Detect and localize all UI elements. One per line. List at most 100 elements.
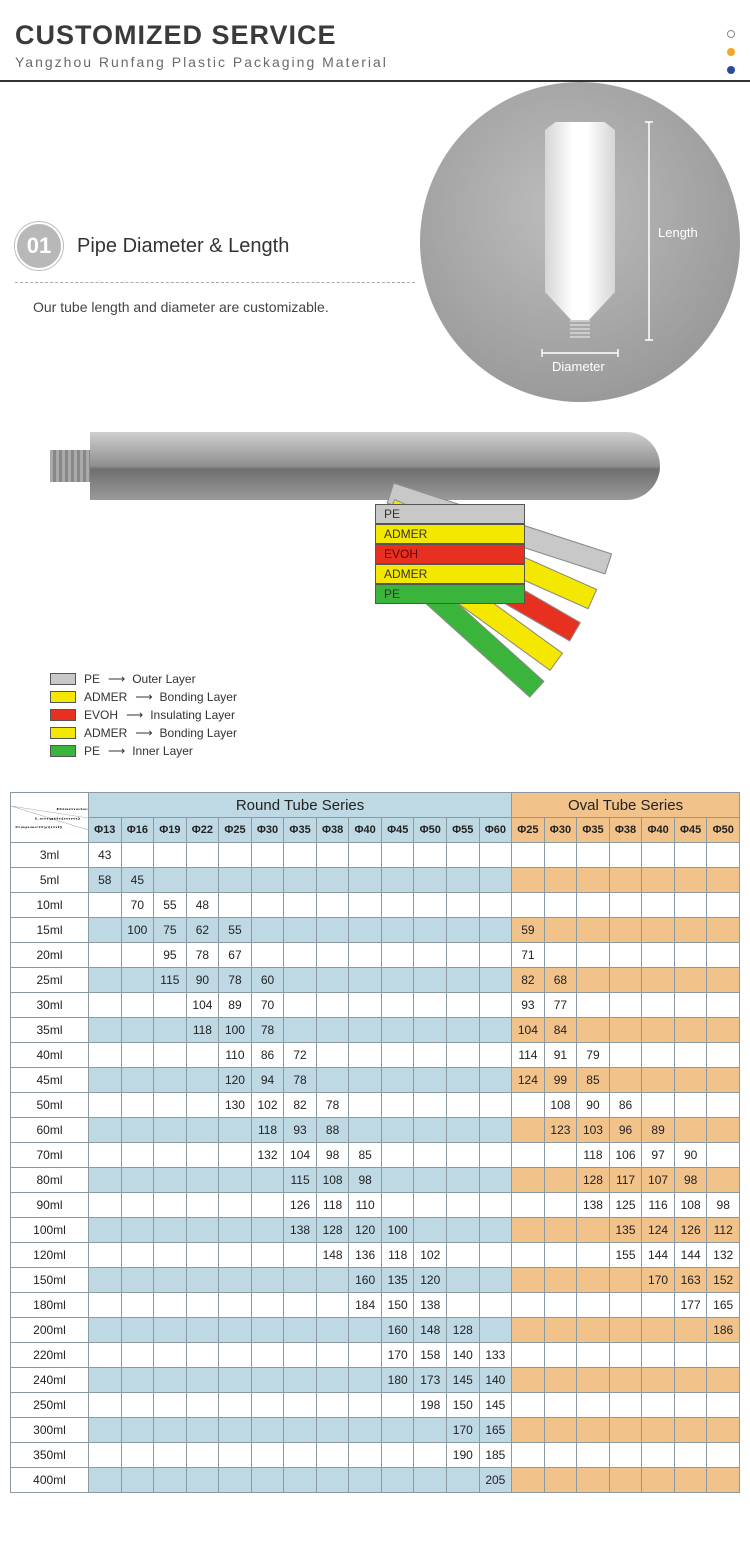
layer-diagram: 5 Layer EVOH CO-EX PEADMEREVOHADMERPE PE… xyxy=(0,422,750,792)
value-cell xyxy=(577,1218,610,1243)
legend-row: ADMER ⟶ Bonding Layer xyxy=(50,690,710,704)
value-cell xyxy=(89,943,122,968)
value-cell xyxy=(642,1043,675,1068)
value-cell: 138 xyxy=(414,1293,447,1318)
value-cell xyxy=(642,843,675,868)
value-cell xyxy=(284,968,317,993)
value-cell: 88 xyxy=(316,1118,349,1143)
value-cell: 68 xyxy=(544,968,577,993)
value-cell xyxy=(186,1168,219,1193)
value-cell: 71 xyxy=(512,943,545,968)
value-cell xyxy=(544,843,577,868)
value-cell xyxy=(609,993,642,1018)
value-cell: 150 xyxy=(447,1393,480,1418)
value-cell xyxy=(707,1468,740,1493)
value-cell xyxy=(447,1468,480,1493)
value-cell: 205 xyxy=(479,1468,512,1493)
value-cell: 90 xyxy=(674,1143,707,1168)
value-cell: 136 xyxy=(349,1243,382,1268)
value-cell xyxy=(707,1168,740,1193)
value-cell xyxy=(512,1343,545,1368)
value-cell xyxy=(479,893,512,918)
value-cell xyxy=(414,918,447,943)
value-cell xyxy=(479,1093,512,1118)
value-cell xyxy=(316,893,349,918)
value-cell xyxy=(186,1468,219,1493)
value-cell xyxy=(577,993,610,1018)
capacity-cell: 150ml xyxy=(11,1268,89,1293)
value-cell xyxy=(479,968,512,993)
value-cell xyxy=(186,1068,219,1093)
value-cell: 110 xyxy=(219,1043,252,1068)
value-cell: 84 xyxy=(544,1018,577,1043)
value-cell xyxy=(512,1468,545,1493)
value-cell xyxy=(316,1368,349,1393)
value-cell xyxy=(121,993,154,1018)
svg-text:Length(mm): Length(mm) xyxy=(35,817,81,820)
value-cell xyxy=(707,1043,740,1068)
table-row: 80ml1151089812811710798 xyxy=(11,1168,740,1193)
value-cell xyxy=(577,1393,610,1418)
value-cell: 155 xyxy=(609,1243,642,1268)
value-cell: 106 xyxy=(609,1143,642,1168)
value-cell xyxy=(479,1318,512,1343)
diam-header: Φ50 xyxy=(414,818,447,843)
arrow-icon: ⟶ xyxy=(135,726,151,740)
value-cell: 82 xyxy=(284,1093,317,1118)
value-cell xyxy=(642,1418,675,1443)
value-cell xyxy=(284,1393,317,1418)
value-cell xyxy=(89,1043,122,1068)
table-row: 200ml160148128186 xyxy=(11,1318,740,1343)
value-cell xyxy=(121,1168,154,1193)
value-cell xyxy=(121,1468,154,1493)
value-cell xyxy=(707,1443,740,1468)
value-cell: 102 xyxy=(414,1243,447,1268)
capacity-cell: 70ml xyxy=(11,1143,89,1168)
value-cell xyxy=(642,1018,675,1043)
table-row: 60ml11893881231039689 xyxy=(11,1118,740,1143)
value-cell xyxy=(512,843,545,868)
value-cell xyxy=(121,1043,154,1068)
value-cell xyxy=(544,1168,577,1193)
value-cell xyxy=(447,1068,480,1093)
value-cell xyxy=(544,1468,577,1493)
legend-row: PE ⟶ Inner Layer xyxy=(50,744,710,758)
diam-header: Φ35 xyxy=(577,818,610,843)
value-cell: 112 xyxy=(707,1218,740,1243)
dot-icon xyxy=(727,66,735,74)
value-cell xyxy=(186,1143,219,1168)
capacity-cell: 80ml xyxy=(11,1168,89,1193)
capacity-cell: 3ml xyxy=(11,843,89,868)
value-cell xyxy=(89,1243,122,1268)
capacity-cell: 400ml xyxy=(11,1468,89,1493)
arrow-icon: ⟶ xyxy=(126,708,142,722)
value-cell xyxy=(219,893,252,918)
value-cell xyxy=(89,1218,122,1243)
legend-row: EVOH ⟶ Insulating Layer xyxy=(50,708,710,722)
value-cell xyxy=(154,1418,187,1443)
value-cell xyxy=(447,1243,480,1268)
value-cell: 118 xyxy=(316,1193,349,1218)
value-cell: 60 xyxy=(251,968,284,993)
value-cell xyxy=(381,968,414,993)
value-cell: 133 xyxy=(479,1343,512,1368)
value-cell xyxy=(544,1143,577,1168)
value-cell xyxy=(186,1218,219,1243)
value-cell xyxy=(674,993,707,1018)
value-cell xyxy=(251,918,284,943)
value-cell: 98 xyxy=(707,1193,740,1218)
capacity-cell: 240ml xyxy=(11,1368,89,1393)
diam-header: Φ22 xyxy=(186,818,219,843)
value-cell: 198 xyxy=(414,1393,447,1418)
value-cell xyxy=(414,1193,447,1218)
diam-header: Φ30 xyxy=(251,818,284,843)
value-cell xyxy=(447,1043,480,1068)
value-cell xyxy=(284,1293,317,1318)
value-cell xyxy=(251,1343,284,1368)
value-cell xyxy=(219,1193,252,1218)
value-cell xyxy=(89,1293,122,1318)
value-cell xyxy=(89,1268,122,1293)
value-cell xyxy=(316,1343,349,1368)
value-cell xyxy=(284,893,317,918)
value-cell xyxy=(479,1193,512,1218)
